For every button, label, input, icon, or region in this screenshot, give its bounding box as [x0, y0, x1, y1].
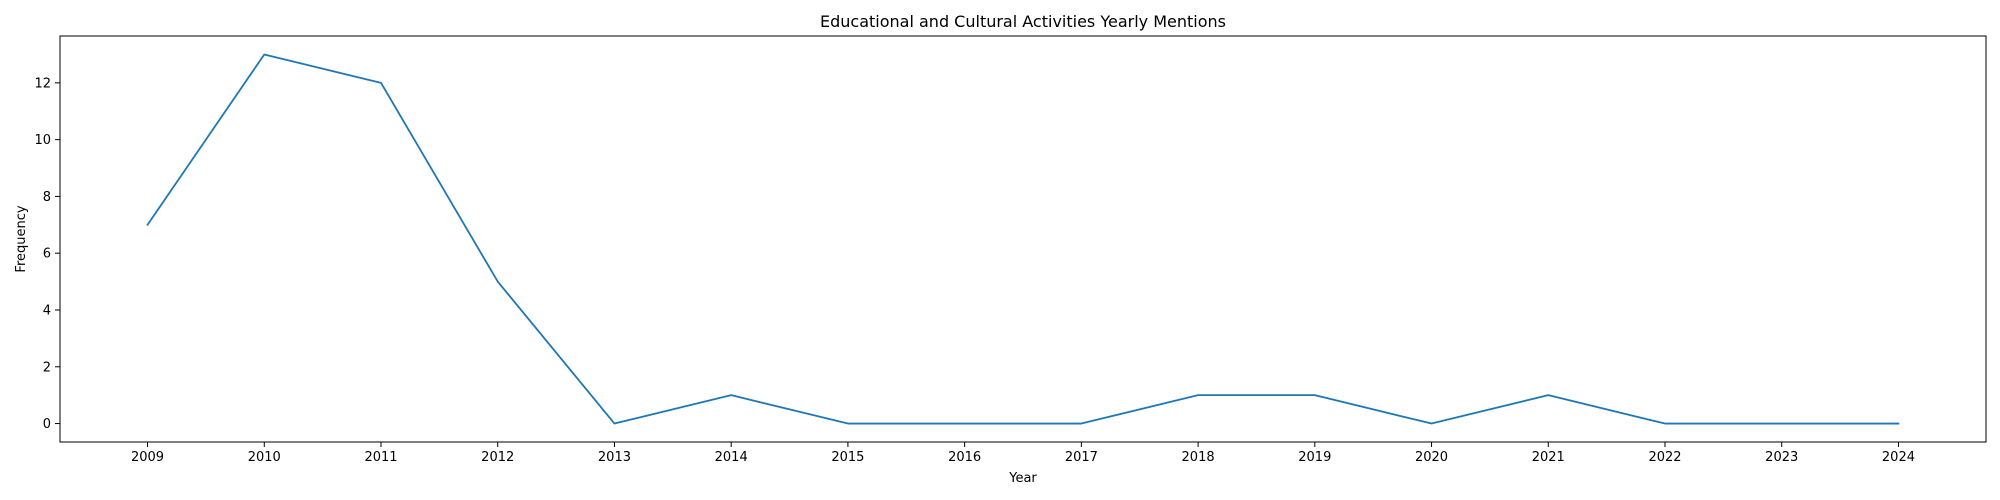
y-tick-label: 4: [43, 303, 51, 318]
chart-title: Educational and Cultural Activities Year…: [820, 12, 1226, 31]
plot-area: [60, 36, 1986, 442]
x-tick-label: 2017: [1065, 450, 1098, 465]
x-tick-label: 2023: [1765, 450, 1798, 465]
x-axis-label: Year: [1008, 471, 1037, 486]
series-layer: [146, 53, 1900, 425]
x-tick-label: 2009: [131, 450, 164, 465]
series-line-0: [146, 53, 1900, 425]
x-axis-ticks: 2009 2010 2011 2012 2013 2014 2015 2016 2017 2018…: [131, 442, 1915, 465]
y-axis-ticks: 0 2 4 6 8 10 12: [34, 76, 60, 432]
x-tick-label: 2024: [1882, 450, 1915, 465]
x-tick-label: 2011: [364, 450, 397, 465]
x-tick-label: 2013: [598, 450, 631, 465]
x-tick-label: 2022: [1648, 450, 1681, 465]
x-tick-label: 2014: [715, 450, 748, 465]
x-tick-label: 2021: [1532, 450, 1565, 465]
x-tick-label: 2015: [831, 450, 864, 465]
x-tick-label: 2018: [1182, 450, 1215, 465]
x-tick-label: 2019: [1298, 450, 1331, 465]
y-tick-label: 6: [43, 247, 51, 262]
y-tick-label: 10: [34, 133, 51, 148]
x-tick-label: 2020: [1415, 450, 1448, 465]
x-tick-label: 2012: [481, 450, 514, 465]
y-tick-label: 0: [43, 417, 51, 432]
y-tick-label: 12: [34, 76, 51, 91]
plot-frame: [59, 35, 1987, 443]
x-tick-label: 2016: [948, 450, 981, 465]
y-axis-label: Frequency: [14, 205, 29, 272]
y-tick-label: 2: [43, 360, 51, 375]
x-tick-label: 2010: [248, 450, 281, 465]
y-tick-label: 8: [43, 190, 51, 205]
